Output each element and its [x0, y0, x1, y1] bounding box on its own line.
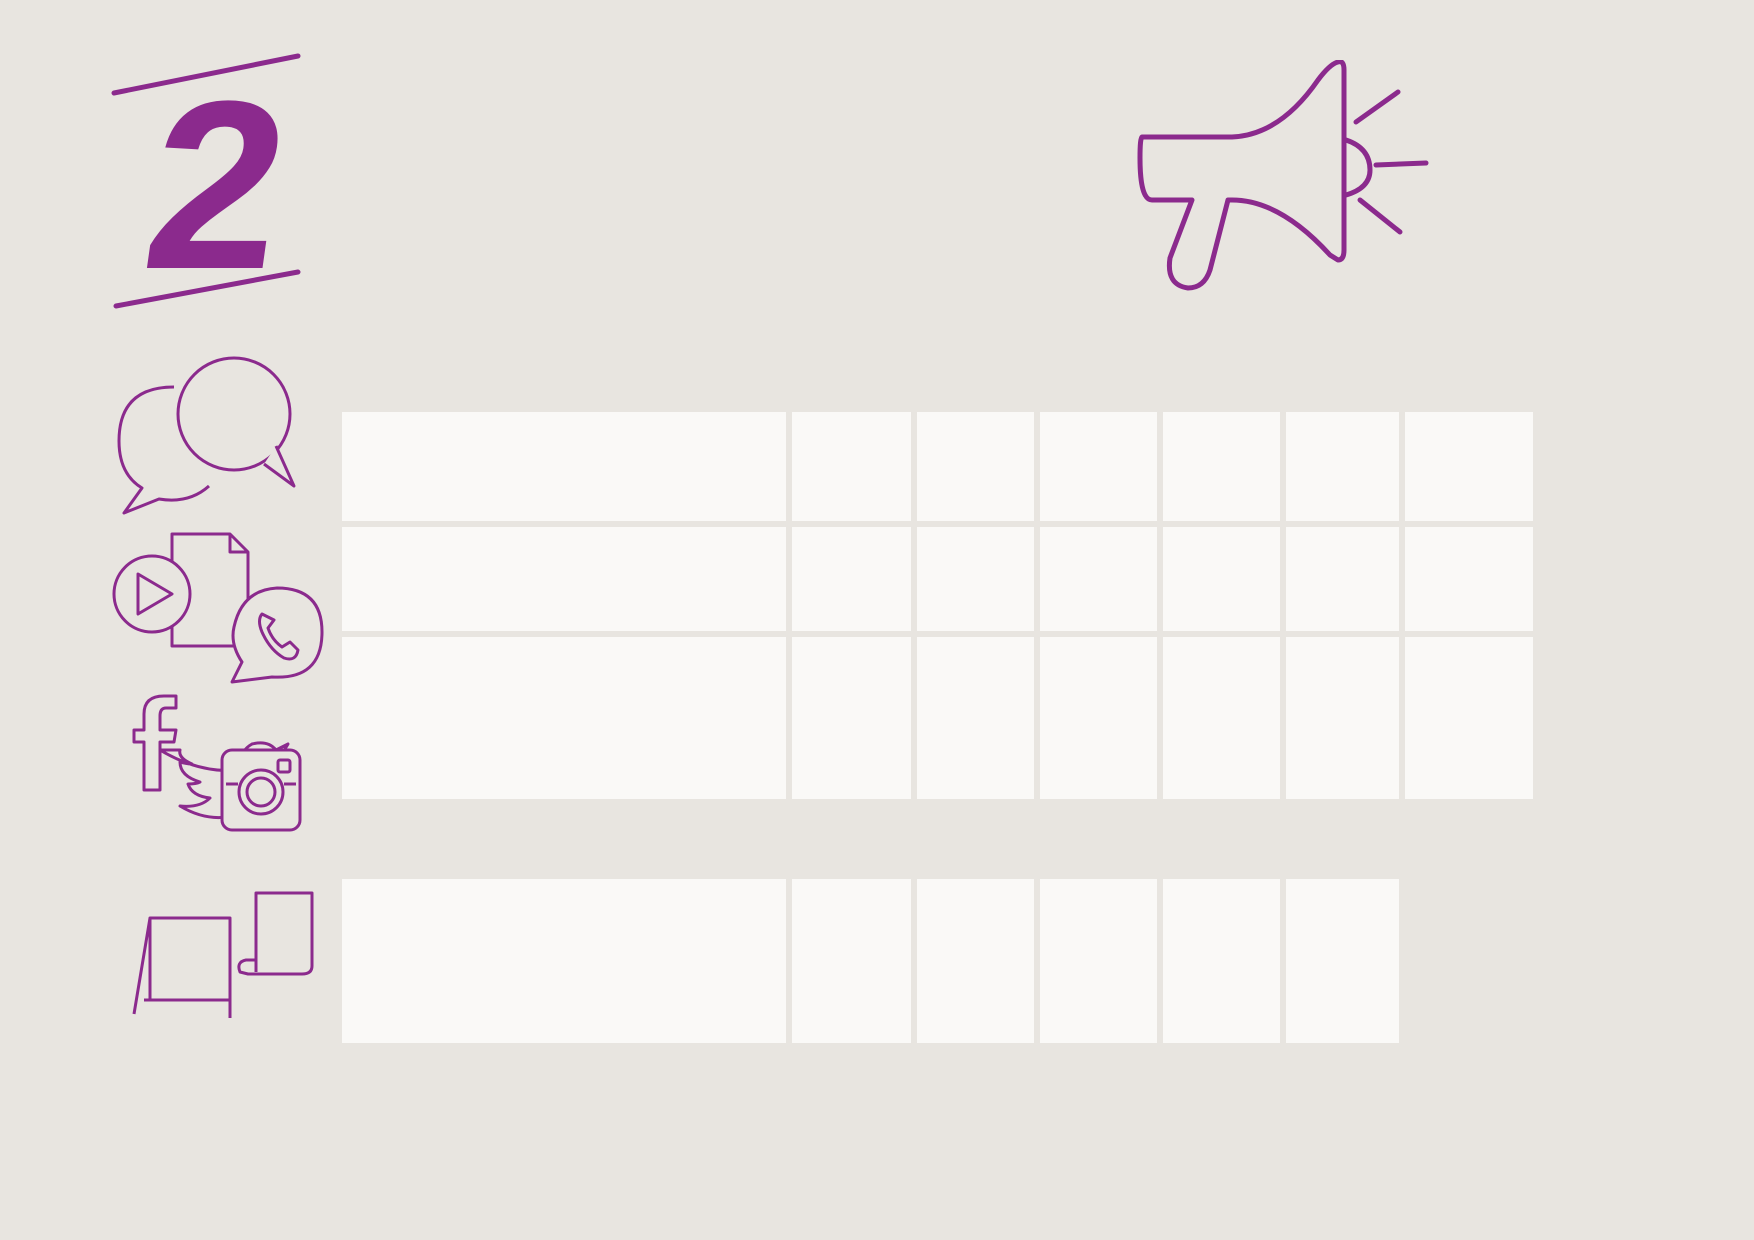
answer-cell[interactable]	[1040, 412, 1157, 521]
answer-cell[interactable]	[792, 412, 911, 521]
answer-cell[interactable]	[1163, 637, 1280, 799]
column-header	[1040, 346, 1157, 406]
column-header	[1405, 346, 1533, 406]
section-number-badge: 2	[111, 52, 302, 320]
answer-cell[interactable]	[917, 879, 1034, 1043]
section-number: 2	[131, 52, 302, 320]
answer-cell[interactable]	[917, 412, 1034, 521]
media-files-icon	[112, 532, 324, 684]
question-cell	[342, 527, 786, 631]
answer-cell[interactable]	[1163, 879, 1280, 1043]
table-corner	[342, 822, 786, 873]
column-header	[792, 346, 911, 406]
column-header	[917, 822, 1034, 873]
question-cell	[342, 879, 786, 1043]
answer-cell[interactable]	[1040, 527, 1157, 631]
column-header	[1163, 822, 1280, 873]
column-header	[917, 346, 1034, 406]
column-header	[1163, 346, 1280, 406]
column-header	[792, 822, 911, 873]
signage-icon	[132, 891, 314, 1018]
table-corner	[342, 346, 786, 406]
answer-cell[interactable]	[1040, 879, 1157, 1043]
answer-cell[interactable]	[1405, 637, 1533, 799]
column-header	[1286, 346, 1399, 406]
speech-bubbles-icon	[117, 356, 296, 515]
social-media-icon	[132, 694, 302, 832]
question-cell	[342, 637, 786, 799]
answer-cell[interactable]	[1405, 412, 1533, 521]
answer-cell[interactable]	[1286, 637, 1399, 799]
answer-cell[interactable]	[1286, 412, 1399, 521]
question-cell	[342, 412, 786, 521]
answer-cell[interactable]	[1040, 637, 1157, 799]
answer-cell[interactable]	[1286, 527, 1399, 631]
answer-cell[interactable]	[1286, 879, 1399, 1043]
column-header	[1040, 822, 1157, 873]
answer-cell[interactable]	[792, 879, 911, 1043]
answer-cell[interactable]	[917, 637, 1034, 799]
empty-header	[1286, 822, 1399, 873]
answer-cell[interactable]	[917, 527, 1034, 631]
answer-cell[interactable]	[1405, 527, 1533, 631]
frequency-table	[342, 346, 1533, 799]
answer-cell[interactable]	[792, 527, 911, 631]
yes-no-table	[342, 822, 1399, 1043]
answer-cell[interactable]	[1163, 527, 1280, 631]
answer-cell[interactable]	[792, 637, 911, 799]
megaphone-icon	[1137, 60, 1429, 291]
answer-cell[interactable]	[1163, 412, 1280, 521]
